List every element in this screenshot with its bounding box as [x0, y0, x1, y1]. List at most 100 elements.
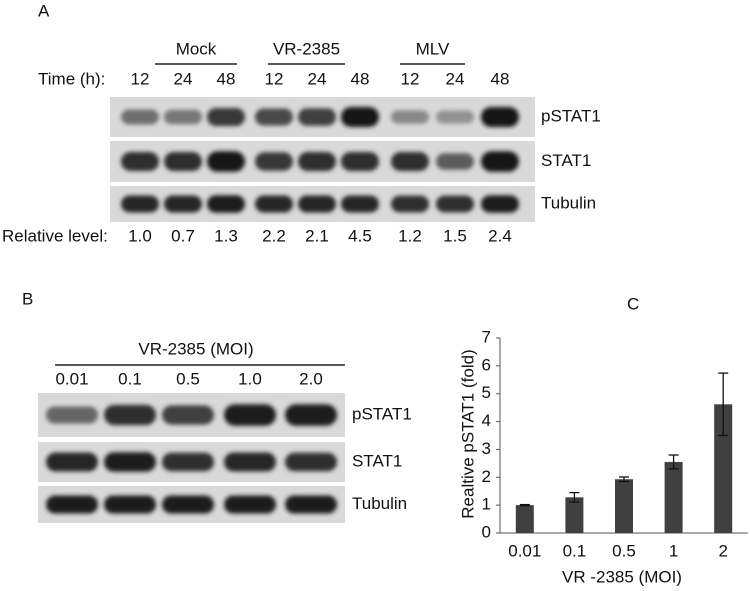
blot-band [255, 195, 293, 213]
blot-band [436, 195, 474, 213]
blot-band [207, 151, 245, 172]
y-tick-label: 2 [482, 467, 491, 486]
blot-band [46, 495, 98, 514]
blot-band [285, 404, 337, 426]
blot-band [436, 153, 474, 170]
blot-title: VR-2385 (MOI) [138, 339, 253, 358]
x-axis-label: VR -2385 (MOI) [562, 567, 682, 586]
y-tick-label: 5 [482, 383, 491, 402]
blot-band [164, 109, 202, 125]
y-axis-label: Realtive pSTAT1 (fold) [458, 349, 477, 518]
blot-band [46, 452, 98, 472]
blot-band [121, 109, 159, 125]
y-tick-label: 7 [482, 327, 491, 346]
blot-band [121, 195, 159, 213]
blot-band [104, 495, 156, 514]
y-tick-label: 4 [482, 411, 491, 430]
row-label: Tubulin [352, 494, 407, 513]
x-tick-label: 0.5 [612, 541, 636, 560]
blot-band [224, 495, 276, 514]
group-label: MLV [416, 39, 450, 58]
x-tick-label: 0.1 [563, 541, 587, 560]
blot-band [298, 195, 336, 213]
row-label: STAT1 [541, 151, 591, 170]
time-label: 12 [401, 69, 420, 88]
blot-band [255, 108, 293, 126]
relative-level: 1.5 [443, 226, 467, 245]
blot-band [46, 406, 98, 424]
blot-band [162, 452, 214, 472]
blot-band [298, 152, 336, 171]
blot-band [224, 452, 276, 472]
blot-band [285, 452, 337, 472]
panel-label: B [22, 289, 33, 308]
blot-band [481, 107, 519, 127]
blot-band [481, 195, 519, 213]
relative-level: 1.2 [398, 226, 422, 245]
blot-band [436, 110, 474, 124]
relative-level: 0.7 [171, 226, 195, 245]
blot-band [164, 152, 202, 171]
moi-label: 0.01 [55, 369, 88, 388]
row-label: STAT1 [352, 451, 402, 470]
blot-band [341, 107, 379, 127]
blot-band [285, 495, 337, 514]
time-label: 24 [174, 69, 193, 88]
relative-level: 2.2 [262, 226, 286, 245]
panel-label: C [627, 294, 639, 313]
time-label: 48 [351, 69, 370, 88]
relative-level: 1.0 [128, 226, 152, 245]
blot-band [481, 151, 519, 172]
blot-band [341, 152, 379, 171]
blot-band [391, 110, 429, 124]
group-label: Mock [176, 39, 217, 58]
time-label: 48 [491, 69, 510, 88]
blot-band [162, 405, 214, 425]
relative-label: Relative level: [2, 226, 108, 245]
bar [714, 404, 733, 533]
time-label: 12 [131, 69, 150, 88]
blot-band [298, 108, 336, 126]
x-tick-label: 1 [669, 541, 678, 560]
time-label: 24 [446, 69, 465, 88]
blot-band [164, 195, 202, 213]
panel-label: A [38, 1, 50, 20]
moi-label: 0.1 [118, 369, 142, 388]
blot-band [121, 152, 159, 171]
bar [515, 505, 534, 533]
blot-band [255, 152, 293, 171]
row-label: pSTAT1 [541, 106, 601, 125]
moi-label: 2.0 [299, 369, 323, 388]
relative-level: 2.4 [488, 226, 512, 245]
blot-band [104, 404, 156, 426]
time-label: 24 [308, 69, 327, 88]
blot-band [391, 195, 429, 213]
blot-band [104, 452, 156, 472]
bar [565, 497, 584, 533]
group-label: VR-2385 [273, 39, 340, 58]
moi-label: 1.0 [238, 369, 262, 388]
time-label: 12 [265, 69, 284, 88]
blot-band [224, 404, 276, 426]
time-label: 48 [217, 69, 236, 88]
x-tick-label: 0.01 [508, 541, 541, 560]
x-tick-label: 2 [718, 541, 727, 560]
blot-band [341, 195, 379, 213]
y-tick-label: 1 [482, 495, 491, 514]
relative-level: 1.3 [214, 226, 238, 245]
bar [664, 461, 683, 533]
y-tick-label: 6 [482, 355, 491, 374]
bar [615, 479, 633, 533]
relative-level: 4.5 [348, 226, 372, 245]
blot-band [207, 195, 245, 213]
blot-band [391, 152, 429, 171]
y-tick-label: 0 [482, 522, 491, 541]
time-label: Time (h): [38, 69, 105, 88]
blot-band [162, 495, 214, 514]
row-label: Tubulin [541, 193, 596, 212]
blot-band [207, 108, 245, 126]
y-tick-label: 3 [482, 439, 491, 458]
relative-level: 2.1 [305, 226, 329, 245]
